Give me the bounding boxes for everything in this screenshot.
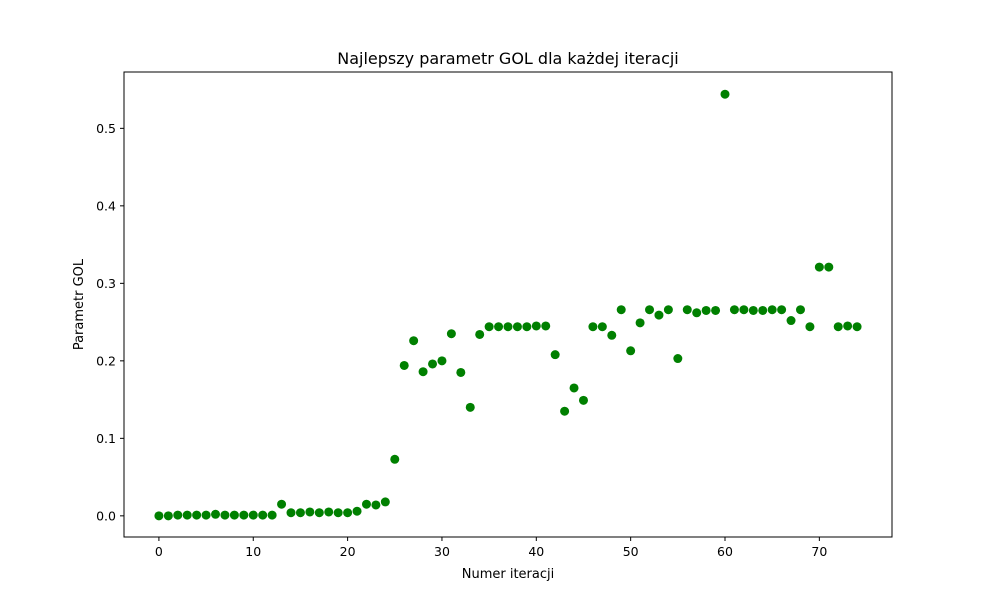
data-point <box>475 329 485 339</box>
data-point <box>428 359 438 369</box>
data-point <box>833 322 843 332</box>
data-point <box>701 305 711 315</box>
data-point <box>663 305 673 315</box>
x-tick-label: 0 <box>155 544 163 559</box>
data-point <box>239 510 249 520</box>
data-point <box>258 510 268 520</box>
x-axis-label: Numer iteracji <box>462 567 555 582</box>
data-point <box>361 499 371 509</box>
data-point <box>437 356 447 366</box>
y-axis-label: Parametr GOL <box>72 258 87 350</box>
x-tick-label: 70 <box>811 544 827 559</box>
data-point <box>711 305 721 315</box>
data-point <box>795 305 805 315</box>
x-tick-label: 20 <box>340 544 356 559</box>
data-point <box>248 510 258 520</box>
data-point <box>654 310 664 320</box>
data-point <box>305 507 315 517</box>
data-point <box>729 305 739 315</box>
data-point <box>277 499 287 509</box>
data-point <box>748 305 758 315</box>
y-tick-label: 0.2 <box>96 353 116 368</box>
data-point <box>720 89 730 99</box>
data-point <box>814 262 824 272</box>
data-point <box>786 316 796 326</box>
data-point <box>380 497 390 507</box>
y-axis: 0.0 0.1 0.2 0.3 0.4 0.5 <box>96 121 124 523</box>
data-point <box>409 336 419 346</box>
y-tick-label: 0.1 <box>96 431 116 446</box>
data-point <box>465 402 475 412</box>
data-point <box>399 360 409 370</box>
data-point <box>692 308 702 318</box>
y-tick-label: 0.3 <box>96 276 116 291</box>
data-point <box>211 509 221 519</box>
data-points <box>154 89 862 521</box>
x-tick-label: 30 <box>434 544 450 559</box>
data-point <box>286 508 296 518</box>
data-point <box>852 322 862 332</box>
data-point <box>522 322 532 332</box>
data-point <box>597 322 607 332</box>
data-point <box>805 322 815 332</box>
y-tick-label: 0.5 <box>96 121 116 136</box>
data-point <box>607 330 617 340</box>
plot-area <box>123 71 893 538</box>
data-point <box>824 262 834 272</box>
data-point <box>569 383 579 393</box>
data-point <box>324 507 334 517</box>
data-point <box>173 510 183 520</box>
data-point <box>229 510 239 520</box>
y-tick-label: 0.4 <box>96 198 116 213</box>
data-point <box>531 321 541 331</box>
data-point <box>578 395 588 405</box>
data-point <box>456 367 466 377</box>
data-point <box>626 346 636 356</box>
data-point <box>758 305 768 315</box>
data-point <box>182 510 192 520</box>
data-point <box>390 454 400 464</box>
data-point <box>560 406 570 416</box>
data-point <box>843 321 853 331</box>
data-point <box>192 510 202 520</box>
data-point <box>220 510 230 520</box>
data-point <box>201 510 211 520</box>
x-tick-label: 40 <box>528 544 544 559</box>
data-point <box>673 354 683 364</box>
data-point <box>154 511 164 521</box>
y-tick-label: 0.0 <box>96 508 116 523</box>
data-point <box>739 305 749 315</box>
data-point <box>512 322 522 332</box>
x-tick-label: 50 <box>623 544 639 559</box>
data-point <box>267 510 277 520</box>
data-point <box>588 322 598 332</box>
data-point <box>541 321 551 331</box>
data-point <box>682 305 692 315</box>
data-point <box>503 322 513 332</box>
data-point <box>418 367 428 377</box>
data-point <box>333 508 343 518</box>
x-tick-label: 60 <box>717 544 733 559</box>
data-point <box>616 305 626 315</box>
data-point <box>484 322 494 332</box>
data-point <box>446 329 456 339</box>
data-point <box>343 508 353 518</box>
data-point <box>314 508 324 518</box>
data-point <box>550 350 560 360</box>
data-point <box>767 305 777 315</box>
data-point <box>163 511 173 521</box>
chart-title: Najlepszy parametr GOL dla każdej iterac… <box>337 49 679 68</box>
x-axis: 0 10 20 30 40 50 60 70 <box>155 537 827 559</box>
data-point <box>645 305 655 315</box>
data-point <box>352 506 362 516</box>
data-point <box>494 322 504 332</box>
x-tick-label: 10 <box>245 544 261 559</box>
data-point <box>371 500 381 510</box>
data-point <box>295 508 305 518</box>
data-point <box>635 318 645 328</box>
data-point <box>777 305 787 315</box>
